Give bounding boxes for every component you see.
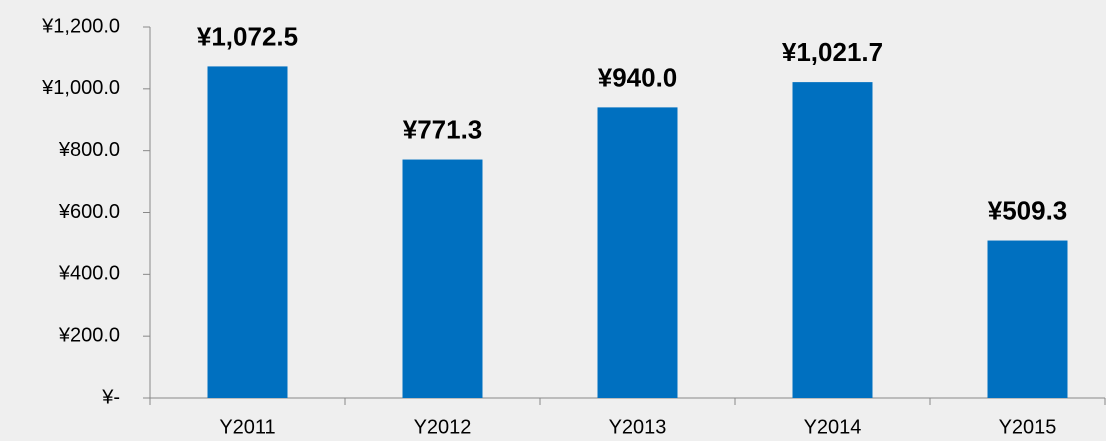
y-tick-label: ¥800.0 — [58, 139, 120, 161]
bar — [597, 107, 678, 398]
bar — [207, 66, 288, 398]
value-label: ¥1,072.5 — [197, 21, 298, 51]
y-tick-label: ¥400.0 — [58, 263, 120, 285]
value-label: ¥1,021.7 — [782, 37, 883, 67]
bar — [792, 82, 873, 398]
y-tick-label: ¥- — [101, 386, 120, 408]
value-label: ¥771.3 — [403, 114, 483, 144]
x-tick-label: Y2013 — [609, 416, 667, 438]
x-tick-label: Y2015 — [999, 416, 1057, 438]
value-label: ¥509.3 — [988, 195, 1068, 225]
bar — [987, 240, 1068, 398]
y-tick-label: ¥1,200.0 — [41, 15, 120, 37]
y-tick-label: ¥1,000.0 — [41, 77, 120, 99]
x-tick-label: Y2012 — [414, 416, 472, 438]
y-tick-label: ¥600.0 — [58, 201, 120, 223]
value-label: ¥940.0 — [598, 62, 678, 92]
x-tick-label: Y2011 — [219, 416, 275, 438]
bar — [402, 159, 483, 398]
y-tick-label: ¥200.0 — [58, 324, 120, 346]
x-tick-label: Y2014 — [804, 416, 862, 438]
